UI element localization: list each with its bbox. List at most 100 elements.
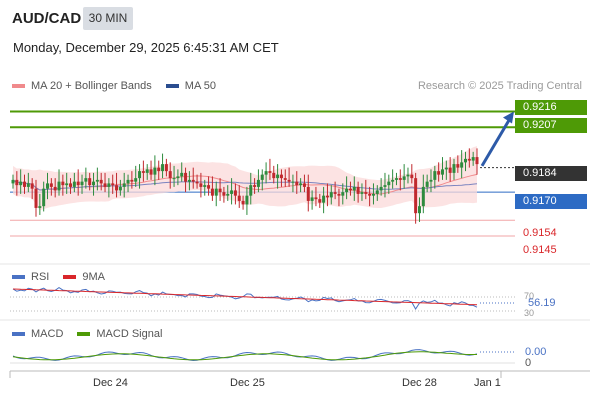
level-tag-0: 0.9216 xyxy=(515,100,587,115)
level-tag-1: 0.9207 xyxy=(515,118,587,133)
candle-body xyxy=(191,179,195,182)
candle-body xyxy=(398,178,402,180)
candle-body xyxy=(475,157,479,165)
rsi-legend: RSI 9MA xyxy=(12,271,119,283)
candle-body xyxy=(394,178,398,180)
candle-body xyxy=(164,164,168,172)
candle-body xyxy=(210,188,214,196)
candle-body xyxy=(65,183,69,186)
candle-body xyxy=(417,206,421,214)
candle-body xyxy=(264,171,268,175)
candle-body xyxy=(230,190,234,194)
candle-body xyxy=(30,183,34,189)
candle-body xyxy=(287,179,291,182)
projection-arrow xyxy=(480,117,512,167)
ma50-legend-label: MA 50 xyxy=(184,80,216,92)
candle-body xyxy=(226,193,230,196)
candle-body xyxy=(69,183,73,187)
candle-body xyxy=(19,181,23,186)
candle-body xyxy=(122,183,126,187)
level-tag-5: 0.9145 xyxy=(523,244,557,256)
candle-body xyxy=(126,179,130,184)
candle-body xyxy=(299,183,303,186)
x-tick-label: Dec 24 xyxy=(93,377,128,389)
candle-body xyxy=(421,186,425,207)
macd-signal-line xyxy=(12,351,477,361)
candle-body xyxy=(402,176,406,180)
macd-zero-label: 0 xyxy=(525,357,532,369)
candle-body xyxy=(161,164,165,172)
candle-body xyxy=(84,178,88,182)
candle-body xyxy=(38,206,42,208)
rsi-legend-label: RSI xyxy=(31,271,50,283)
candle-body xyxy=(176,176,180,179)
bollinger-band xyxy=(13,146,477,211)
candle-body xyxy=(130,179,134,182)
candle-body xyxy=(46,183,50,189)
candle-body xyxy=(429,179,433,182)
candle-body xyxy=(345,188,349,193)
candle-body xyxy=(379,186,383,191)
candle-body xyxy=(88,178,92,186)
timestamp: Monday, December 29, 2025 6:45:31 AM CET xyxy=(13,40,279,55)
candle-body xyxy=(72,181,76,187)
credit-text: Research © 2025 Trading Central xyxy=(417,80,582,92)
candle-body xyxy=(276,174,280,179)
candle-body xyxy=(23,181,27,187)
candle-body xyxy=(322,195,326,203)
candle-body xyxy=(241,200,245,205)
rsi-ma-legend-label: 9MA xyxy=(82,271,105,283)
candle-body xyxy=(341,192,345,196)
rsi-lower-label: 30 xyxy=(524,308,535,318)
rsi-line xyxy=(12,286,478,310)
candle-body xyxy=(99,179,103,184)
candle-body xyxy=(444,167,448,170)
candle-body xyxy=(34,188,38,208)
candle-body xyxy=(95,179,99,182)
candle-body xyxy=(61,181,65,186)
candle-body xyxy=(153,167,157,175)
candle-body xyxy=(279,174,283,179)
rsi-value-label: 56.19 xyxy=(528,297,556,309)
main-legend: MA 20 + Bollinger Bands MA 50 xyxy=(12,80,230,92)
candle-body xyxy=(356,186,360,194)
candle-body xyxy=(260,174,264,180)
level-tag-4: 0.9154 xyxy=(523,227,557,239)
x-tick-label: Dec 25 xyxy=(230,377,265,389)
candle-body xyxy=(245,195,249,205)
candle-body xyxy=(333,192,337,194)
candle-body xyxy=(115,185,119,191)
candle-body xyxy=(199,183,203,187)
candle-body xyxy=(218,188,222,193)
timeframe-button[interactable]: 30 MIN xyxy=(83,7,133,30)
candle-body xyxy=(463,158,467,163)
rsi-ma-line xyxy=(12,288,478,306)
candle-body xyxy=(134,178,138,182)
candle-body xyxy=(26,183,30,187)
candle-body xyxy=(425,181,429,187)
candle-body xyxy=(168,171,172,179)
candle-body xyxy=(149,169,153,175)
candle-body xyxy=(440,169,444,175)
candle-body xyxy=(76,181,80,186)
candle-body xyxy=(92,181,96,186)
candle-body xyxy=(214,188,218,196)
ma50-line xyxy=(12,179,478,191)
candle-body xyxy=(371,193,375,196)
candle-body xyxy=(283,178,287,180)
x-tick-label: Dec 28 xyxy=(402,377,437,389)
level-tag-3: 0.9170 xyxy=(515,194,587,209)
candle-body xyxy=(107,183,111,187)
last-price-tag: 0.9184 xyxy=(515,166,587,181)
candle-body xyxy=(57,181,61,191)
candle-body xyxy=(348,188,352,191)
candle-body xyxy=(195,181,199,184)
candle-body xyxy=(383,185,387,187)
candle-body xyxy=(329,192,333,198)
macd-signal-swatch xyxy=(77,332,91,336)
candle-body xyxy=(157,167,161,172)
projection-arrow-head xyxy=(503,111,514,124)
candle-body xyxy=(272,172,276,179)
candle-body xyxy=(448,167,452,173)
